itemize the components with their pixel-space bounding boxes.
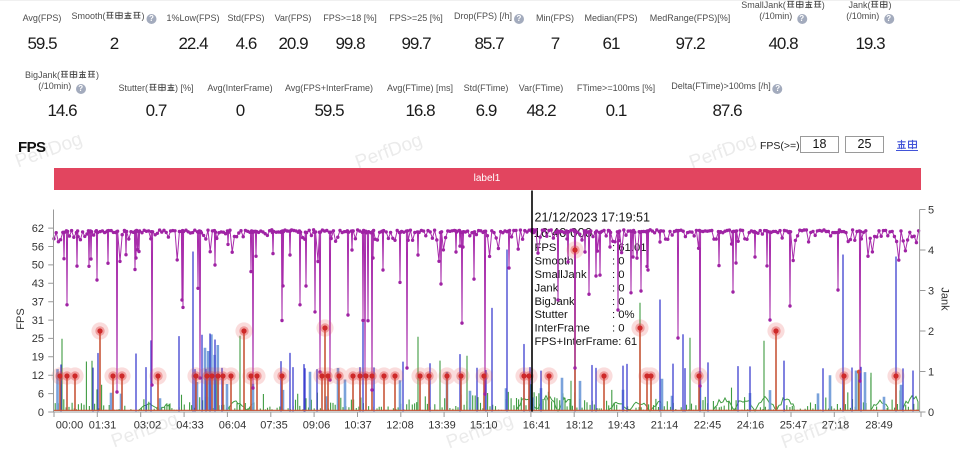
- svg-text:24:16: 24:16: [737, 420, 765, 432]
- svg-text:06:04: 06:04: [219, 420, 247, 432]
- svg-text:19: 19: [32, 352, 44, 364]
- svg-text:13:39: 13:39: [428, 420, 456, 432]
- svg-text:FPS: FPS: [535, 242, 557, 254]
- svg-text:10:37: 10:37: [344, 420, 372, 432]
- svg-text:21:14: 21:14: [651, 420, 679, 432]
- svg-text:19:43: 19:43: [608, 420, 636, 432]
- svg-text:Jank: Jank: [939, 287, 951, 311]
- svg-text:12: 12: [32, 370, 44, 382]
- svg-text:0: 0: [928, 407, 934, 419]
- svg-text:: 0%: : 0%: [612, 309, 635, 321]
- svg-text:Smooth: Smooth: [535, 256, 574, 268]
- svg-text:16:41: 16:41: [523, 420, 551, 432]
- svg-text:50: 50: [32, 260, 44, 272]
- svg-text:25:47: 25:47: [780, 420, 808, 432]
- svg-text:0: 0: [38, 407, 44, 419]
- svg-text:22:45: 22:45: [694, 420, 722, 432]
- svg-text:21/12/2023 17:19:51: 21/12/2023 17:19:51: [535, 210, 651, 224]
- svg-text:01:31: 01:31: [89, 420, 117, 432]
- svg-text:03:02: 03:02: [134, 420, 162, 432]
- svg-text:2: 2: [928, 326, 934, 338]
- svg-text:15:10: 15:10: [470, 420, 498, 432]
- svg-text:InterFrame: InterFrame: [535, 323, 590, 335]
- svg-text:43: 43: [32, 278, 44, 290]
- svg-text:07:35: 07:35: [260, 420, 288, 432]
- svg-text:FPS: FPS: [15, 308, 27, 329]
- svg-text:Jank: Jank: [535, 282, 559, 294]
- svg-text:56: 56: [32, 241, 44, 253]
- svg-text:09:06: 09:06: [303, 420, 331, 432]
- svg-text:1: 1: [928, 366, 934, 378]
- svg-text:18:12: 18:12: [566, 420, 594, 432]
- svg-text:28:49: 28:49: [865, 420, 893, 432]
- svg-text:31: 31: [32, 315, 44, 327]
- svg-text:25: 25: [32, 333, 44, 345]
- svg-text:12:08: 12:08: [386, 420, 414, 432]
- svg-text:BigJank: BigJank: [535, 296, 576, 308]
- svg-text:00:00: 00:00: [56, 420, 84, 432]
- svg-text:27:18: 27:18: [822, 420, 850, 432]
- svg-text:6: 6: [38, 388, 44, 400]
- svg-text:SmallJank: SmallJank: [535, 269, 587, 281]
- svg-text:04:33: 04:33: [176, 420, 204, 432]
- svg-text:Stutter: Stutter: [535, 309, 569, 321]
- svg-text:62: 62: [32, 223, 44, 235]
- svg-text:FPS+InterFrame: 61: FPS+InterFrame: 61: [535, 336, 638, 348]
- svg-text:5: 5: [928, 204, 934, 216]
- svg-text:: 0: : 0: [612, 323, 625, 335]
- svg-text:3: 3: [928, 285, 934, 297]
- svg-text:37: 37: [32, 297, 44, 309]
- svg-text:4: 4: [928, 245, 934, 257]
